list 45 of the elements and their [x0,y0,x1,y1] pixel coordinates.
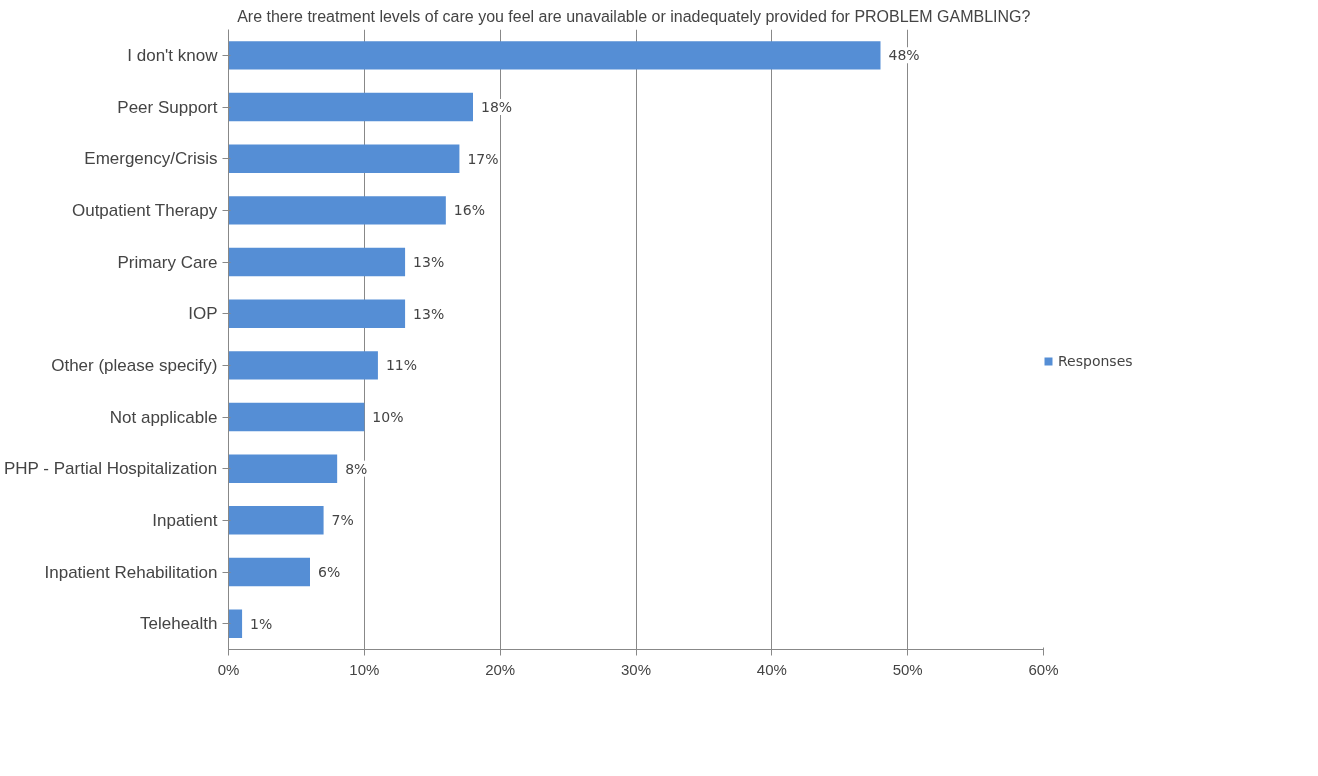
bar [228,41,881,70]
x-tick-label: 30% [620,660,652,678]
data-label: 10% [372,409,404,425]
bar [228,506,324,535]
x-tick-label: 20% [485,660,516,678]
y-tick-label: IOP [188,304,218,324]
bar [228,299,406,328]
bar [228,609,243,638]
x-tick-label: 10% [349,660,380,678]
data-label: 48% [888,47,920,64]
y-tick-label: Inpatient Rehabilitation [44,562,218,582]
data-label: 16% [453,202,485,219]
data-label: 17% [467,150,499,167]
y-tick-label: PHP - Partial Hospitalization [3,459,218,479]
x-tick-label: 60% [1028,660,1059,678]
y-tick-label: Telehealth [140,614,218,634]
data-label: 7% [331,512,354,529]
data-label: 11% [385,357,418,374]
x-tick-label: 50% [892,660,923,678]
bar [228,144,460,173]
bar [228,92,473,122]
data-label: 18% [481,99,513,115]
bar [228,247,406,277]
legend-label: Responses [1058,353,1133,369]
y-tick-label: Other (please specify) [51,355,218,375]
data-label: 6% [318,564,341,580]
y-tick-label: Not applicable [109,407,218,427]
data-label: 13% [413,305,445,322]
y-tick-label: Primary Care [117,252,218,272]
bar [228,402,365,432]
y-tick-label: I don't know [127,45,219,65]
data-label: 13% [413,254,445,270]
bar [228,454,338,483]
data-label: 1% [250,615,273,632]
x-tick-label: 40% [756,660,787,678]
y-tick-label: Outpatient Therapy [71,200,218,220]
chart-title: Are there treatment levels of care you feel are unavailable or inadequately provided for PROBLEM GAMBLING? [237,7,1031,25]
bar [228,196,446,225]
bar [228,557,310,587]
y-tick-label: Emergency/Crisis [84,149,218,169]
y-tick-label: Peer Support [117,97,218,117]
bar [228,351,378,380]
data-label: 8% [345,460,368,477]
x-tick-label: 0% [217,660,240,678]
y-tick-label: Inpatient [152,510,218,530]
